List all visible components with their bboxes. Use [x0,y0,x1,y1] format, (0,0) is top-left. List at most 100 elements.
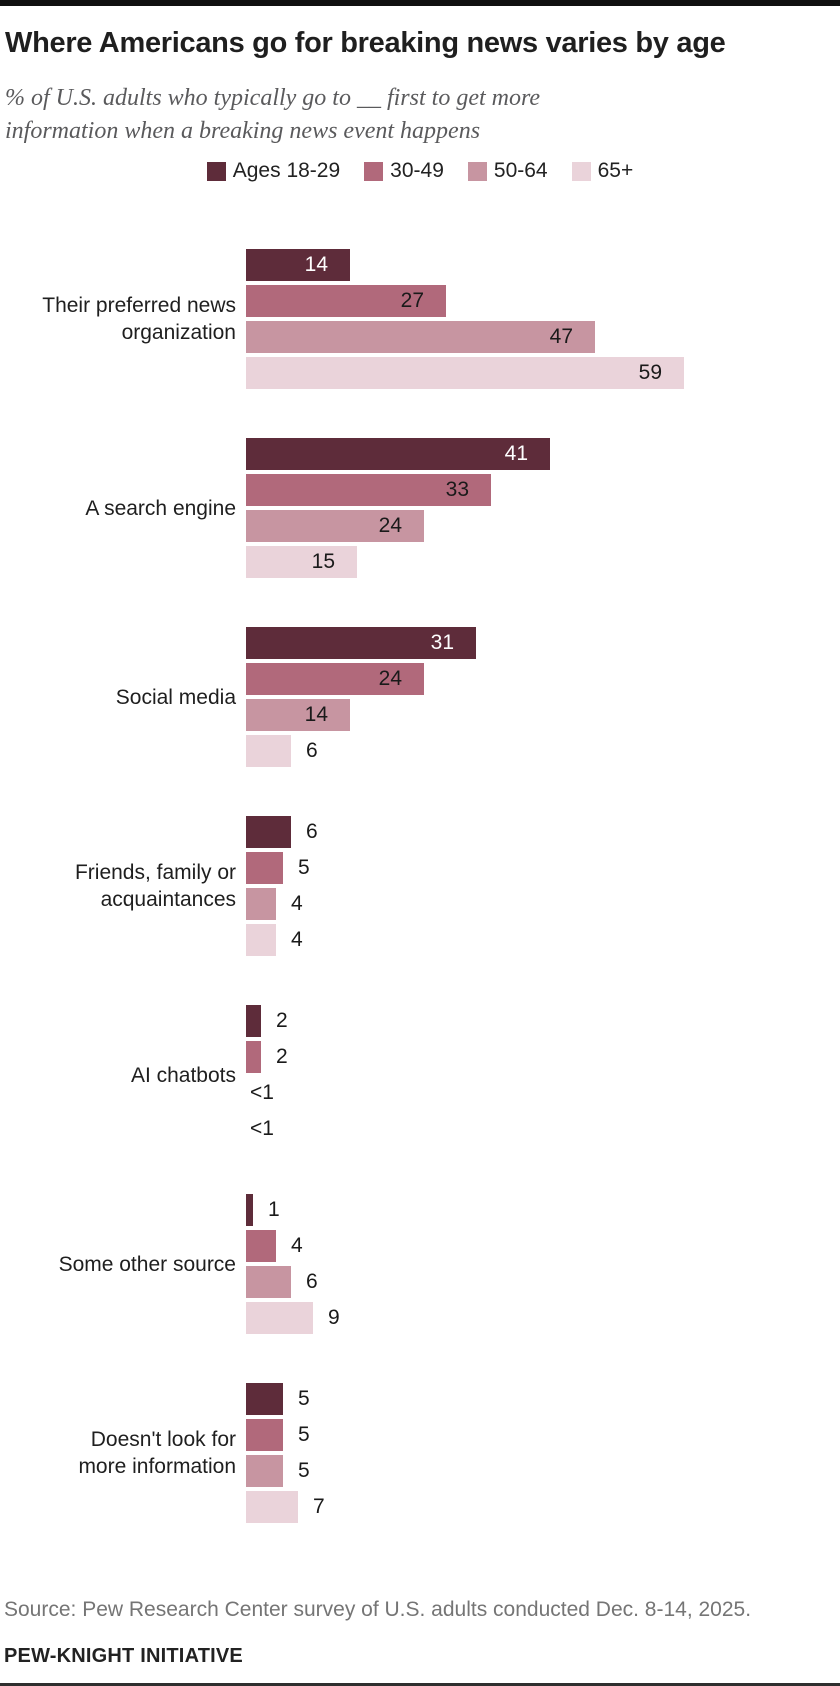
bar-50-64: 47 [246,321,595,353]
bar-ages-18-29 [246,1383,283,1415]
legend-item-ages-18-29: Ages 18-29 [206,159,341,183]
category-label: Some other source [58,1252,236,1276]
category-label: AI chatbots [130,1063,236,1087]
bar-group-bars: 14 27 47 59 [246,249,840,389]
bar-row: 59 [246,357,840,389]
bar-50-64: 14 [246,699,350,731]
bar-ages-18-29 [246,816,291,848]
bar-ages-18-29 [246,1194,253,1226]
category-label: Social media [115,685,236,709]
bar-value-label: 41 [504,442,528,465]
bar-65: 15 [246,546,357,578]
bar-value-label: 27 [400,289,424,312]
bar-group-bars: 2 2 <1 <1 [246,1005,840,1145]
legend-label: 65+ [597,159,634,182]
legend-item-50-64: 50-64 [467,159,548,183]
bar-value-label: 47 [549,325,573,348]
chart-title: Where Americans go for breaking news var… [5,27,726,59]
bar-group-bars: 31 24 14 6 [246,627,840,767]
bar-65 [246,924,276,956]
bar-row: 5 [246,1383,840,1415]
bar-row: 9 [246,1302,840,1334]
legend-label: 30-49 [390,159,444,182]
bar-row: <1 [246,1077,840,1109]
bar-group-ai-chatbots: AI chatbots 2 2 <1 <1 [0,1005,840,1145]
bar-row: 2 [246,1005,840,1037]
top-rule [0,0,840,6]
bar-group-social-media: Social media 31 24 14 6 [0,627,840,767]
bar-row: 6 [246,816,840,848]
bar-group-a-search-engine: A search engine 41 33 24 15 [0,438,840,578]
legend-item-30-49: 30-49 [364,159,444,183]
bar-value-label: 6 [306,1270,318,1293]
bar-50-64 [246,888,276,920]
bar-value-label: 24 [378,514,402,537]
bar-row: 7 [246,1491,840,1523]
bar-30-49 [246,1230,276,1262]
bar-row: <1 [246,1113,840,1145]
bar-value-label: 6 [306,820,318,843]
bar-row: 5 [246,1455,840,1487]
legend-label: 50-64 [493,159,548,182]
bar-65 [246,1491,298,1523]
bar-row: 5 [246,852,840,884]
category-label: Their preferred news organization [42,294,236,344]
bar-65 [246,1302,313,1334]
bar-value-label: 31 [430,631,454,654]
bar-row: 33 [246,474,840,506]
bar-value-label: 2 [276,1009,288,1032]
bar-ages-18-29: 41 [246,438,550,470]
bar-group-bars: 41 33 24 15 [246,438,840,578]
bar-value-label: 33 [445,478,469,501]
bar-50-64: 24 [246,510,424,542]
category-label: Doesn't look for more information [78,1428,236,1478]
legend-label: Ages 18-29 [232,159,341,182]
bar-50-64 [246,1266,291,1298]
bar-value-label: 14 [304,703,328,726]
bar-row: 24 [246,510,840,542]
bar-30-49 [246,1419,283,1451]
bar-row: 31 [246,627,840,659]
bar-row: 47 [246,321,840,353]
bar-65: 59 [246,357,684,389]
bar-value-label: 59 [638,361,662,384]
bar-row: 5 [246,1419,840,1451]
bar-value-label: <1 [250,1117,274,1140]
bar-ages-18-29: 14 [246,249,350,281]
bar-row: 4 [246,924,840,956]
chart-subtitle: % of U.S. adults who typically go to __ … [5,85,541,144]
category-label: Friends, family or acquaintances [74,861,236,911]
legend-swatch-30-49 [364,161,384,181]
category-label: A search engine [85,496,236,520]
bar-value-label: 7 [313,1495,325,1518]
legend-swatch-50-64 [467,161,487,181]
bar-row: 41 [246,438,840,470]
bar-ages-18-29: 31 [246,627,476,659]
bar-value-label: 5 [298,1387,310,1410]
bar-group-their-preferred-news-organization: Their preferred news organization 14 27 47 5… [0,249,840,389]
bar-value-label: 14 [304,253,328,276]
bar-30-49 [246,1041,261,1073]
bar-group-bars: 6 5 4 4 [246,816,840,956]
bar-value-label: 15 [311,550,335,573]
bar-value-label: <1 [250,1081,274,1104]
bar-30-49 [246,852,283,884]
bar-50-64 [246,1455,283,1487]
bar-row: 27 [246,285,840,317]
bar-row: 4 [246,1230,840,1262]
bar-row: 14 [246,699,840,731]
bar-30-49: 24 [246,663,424,695]
bar-value-label: 4 [291,928,303,951]
bar-group-doesn-t-look-for-more-information: Doesn't look for more information 5 5 5 7 [0,1383,840,1523]
bar-value-label: 24 [378,667,402,690]
bar-row: 2 [246,1041,840,1073]
bar-value-label: 2 [276,1045,288,1068]
grouped-bar-chart: Their preferred news organization 14 27 47 5… [0,249,840,1523]
bar-ages-18-29 [246,1005,261,1037]
bar-value-label: 9 [328,1306,340,1329]
bar-value-label: 5 [298,1459,310,1482]
bar-value-label: 1 [268,1198,280,1221]
legend-item-65: 65+ [571,159,634,183]
bar-row: 1 [246,1194,840,1226]
